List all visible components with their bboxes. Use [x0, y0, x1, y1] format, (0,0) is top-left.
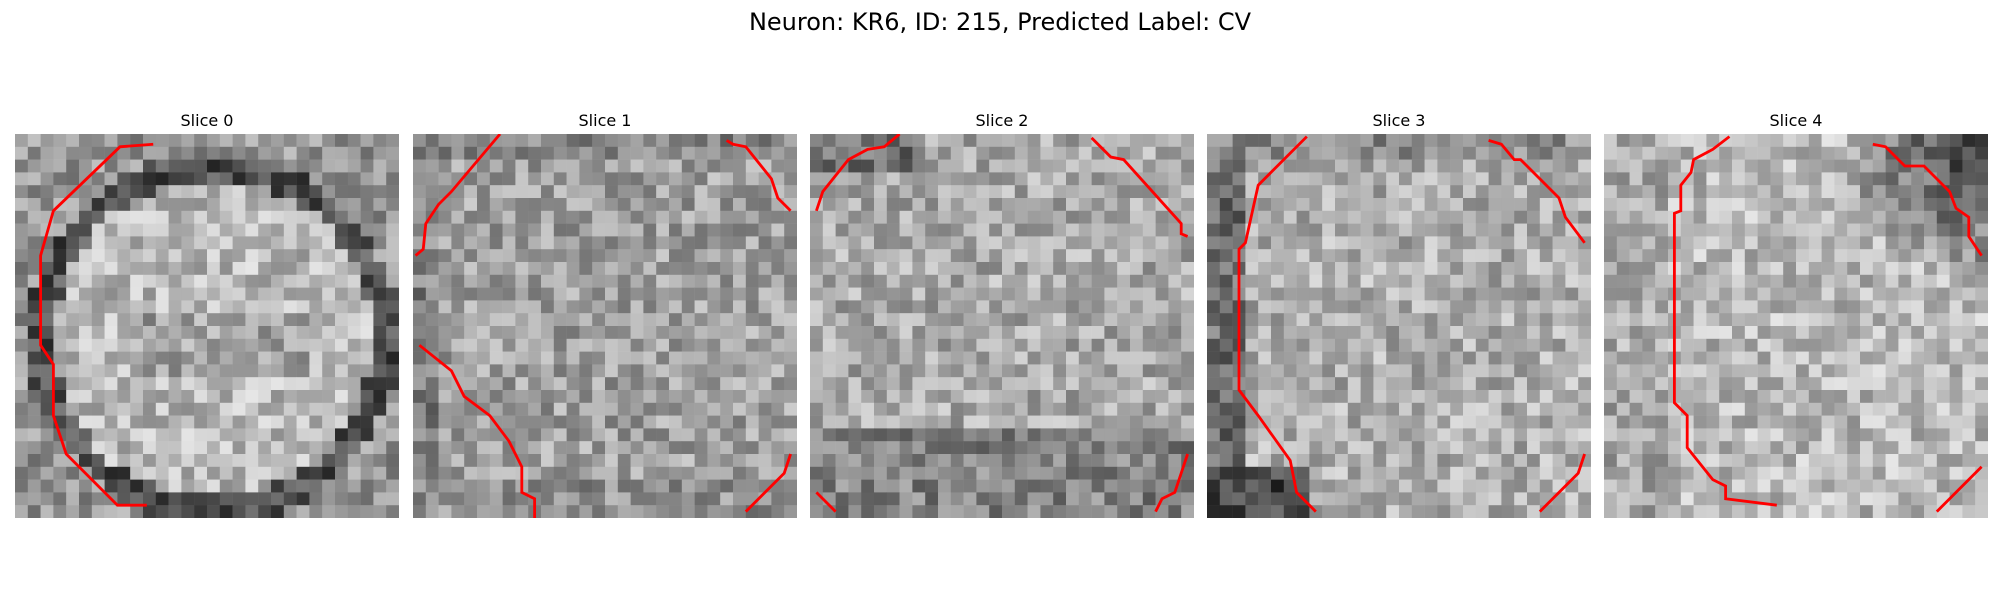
slice-title: Slice 2 — [975, 111, 1029, 130]
slice-panel-2: Slice 2 — [810, 108, 1194, 518]
slice-image — [810, 134, 1194, 518]
contour-line — [1488, 139, 1586, 244]
contour-line — [418, 344, 537, 518]
contour-line — [1538, 453, 1586, 513]
pixel-grid — [810, 134, 1194, 518]
contour-line — [1672, 135, 1777, 507]
pixel-grid — [1207, 134, 1591, 518]
contour-line — [1935, 465, 1983, 513]
contour-line — [1090, 136, 1189, 238]
slice-panel-4: Slice 4 — [1604, 108, 1988, 518]
contour-line — [39, 142, 154, 507]
pixel-grid — [15, 134, 399, 518]
slice-title: Slice 1 — [578, 111, 632, 130]
contour-line — [1872, 142, 1983, 257]
slice-panel-3: Slice 3 — [1207, 108, 1591, 518]
contour-line — [1154, 453, 1189, 513]
slice-title: Slice 3 — [1372, 111, 1426, 130]
slice-image — [15, 134, 399, 518]
slice-panel-0: Slice 0 — [15, 108, 399, 518]
figure-title: Neuron: KR6, ID: 215, Predicted Label: C… — [748, 8, 1252, 36]
slice-title: Slice 4 — [1769, 111, 1823, 130]
slice-title: Slice 0 — [180, 111, 234, 130]
contour-line — [815, 491, 837, 513]
contour-line — [725, 139, 792, 212]
pixel-grid — [1604, 134, 1988, 518]
contour-line — [815, 134, 901, 212]
contour-line — [414, 134, 502, 257]
slice-image — [1604, 134, 1988, 518]
slice-image — [413, 134, 797, 518]
contour-line — [1237, 135, 1317, 513]
slice-panel-1: Slice 1 — [413, 108, 797, 518]
pixel-grid — [413, 134, 797, 518]
contour-line — [744, 453, 792, 513]
slice-image — [1207, 134, 1591, 518]
